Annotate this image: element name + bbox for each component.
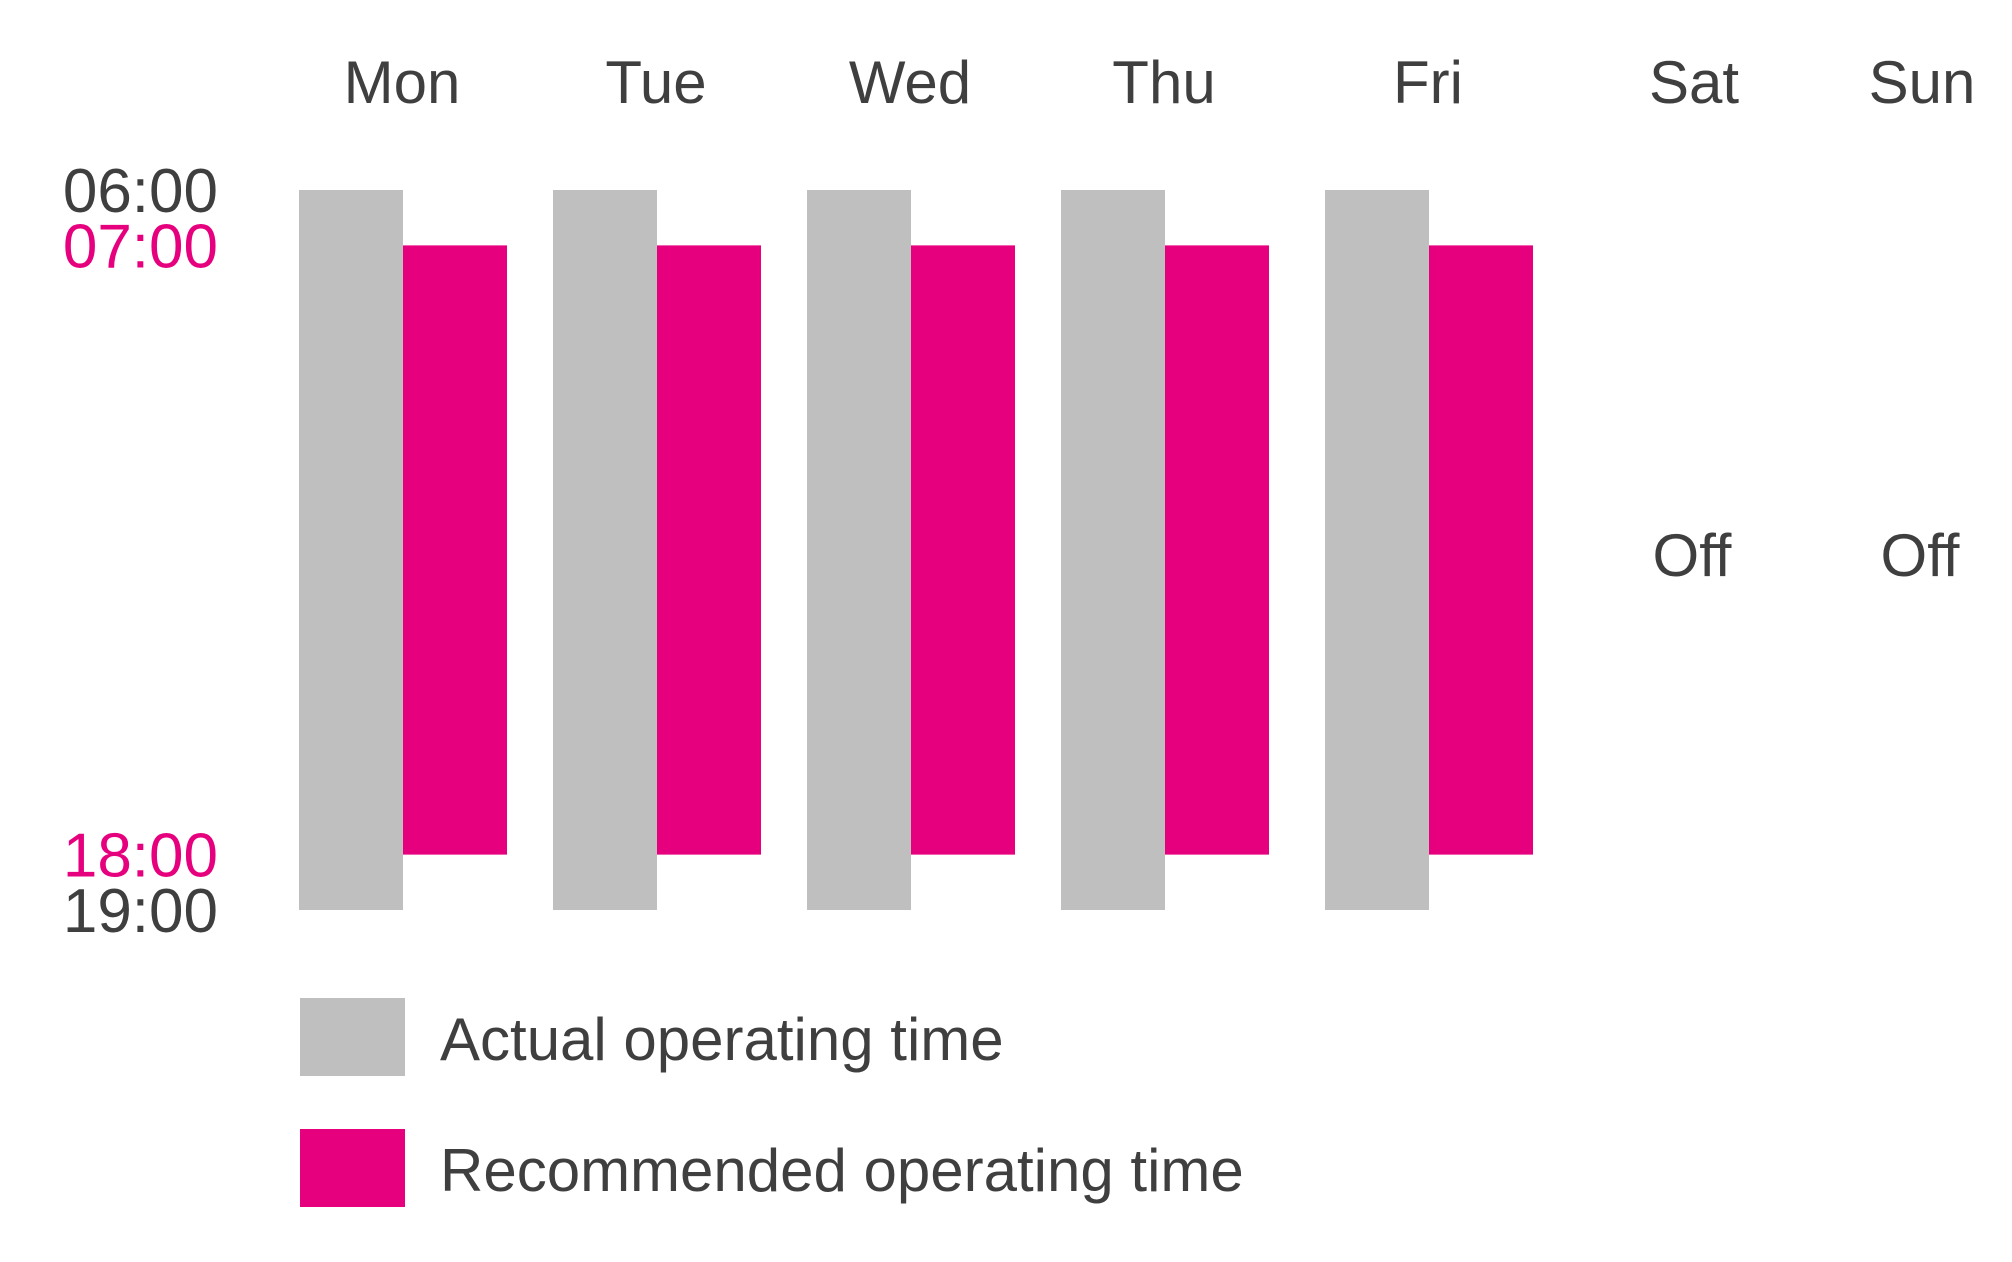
legend-label: Recommended operating time [440,1137,1244,1204]
recommended-bar-tue [657,245,761,855]
day-label-thu: Thu [1112,49,1215,116]
bars [299,190,1533,910]
actual-bar-wed [807,190,911,910]
off-labels: Off Off [1653,522,1960,589]
y-tick-label: 06:00 [63,157,218,226]
y-tick-label: 07:00 [63,212,218,281]
recommended-bar-thu [1165,245,1269,855]
legend: Actual operating time Recommended operati… [300,998,1244,1207]
day-label-mon: Mon [344,49,461,116]
actual-bar-fri [1325,190,1429,910]
legend-swatch [300,998,405,1076]
y-tick-label: 18:00 [63,822,218,891]
recommended-bar-wed [911,245,1015,855]
day-label-fri: Fri [1393,49,1463,116]
day-label-sat: Sat [1649,49,1739,116]
y-tick-label: 19:00 [63,877,218,946]
day-label-wed: Wed [849,49,971,116]
off-label-sat: Off [1653,522,1732,589]
legend-label: Actual operating time [440,1006,1004,1073]
recommended-bar-fri [1429,245,1533,855]
off-label-sun: Off [1881,522,1960,589]
recommended-bar-mon [403,245,507,855]
actual-bar-tue [553,190,657,910]
actual-bar-mon [299,190,403,910]
actual-bar-thu [1061,190,1165,910]
day-label-sun: Sun [1869,49,1976,116]
day-labels: Mon Tue Wed Thu Fri Sat Sun [344,49,1976,116]
legend-swatch [300,1129,405,1207]
day-label-tue: Tue [605,49,706,116]
